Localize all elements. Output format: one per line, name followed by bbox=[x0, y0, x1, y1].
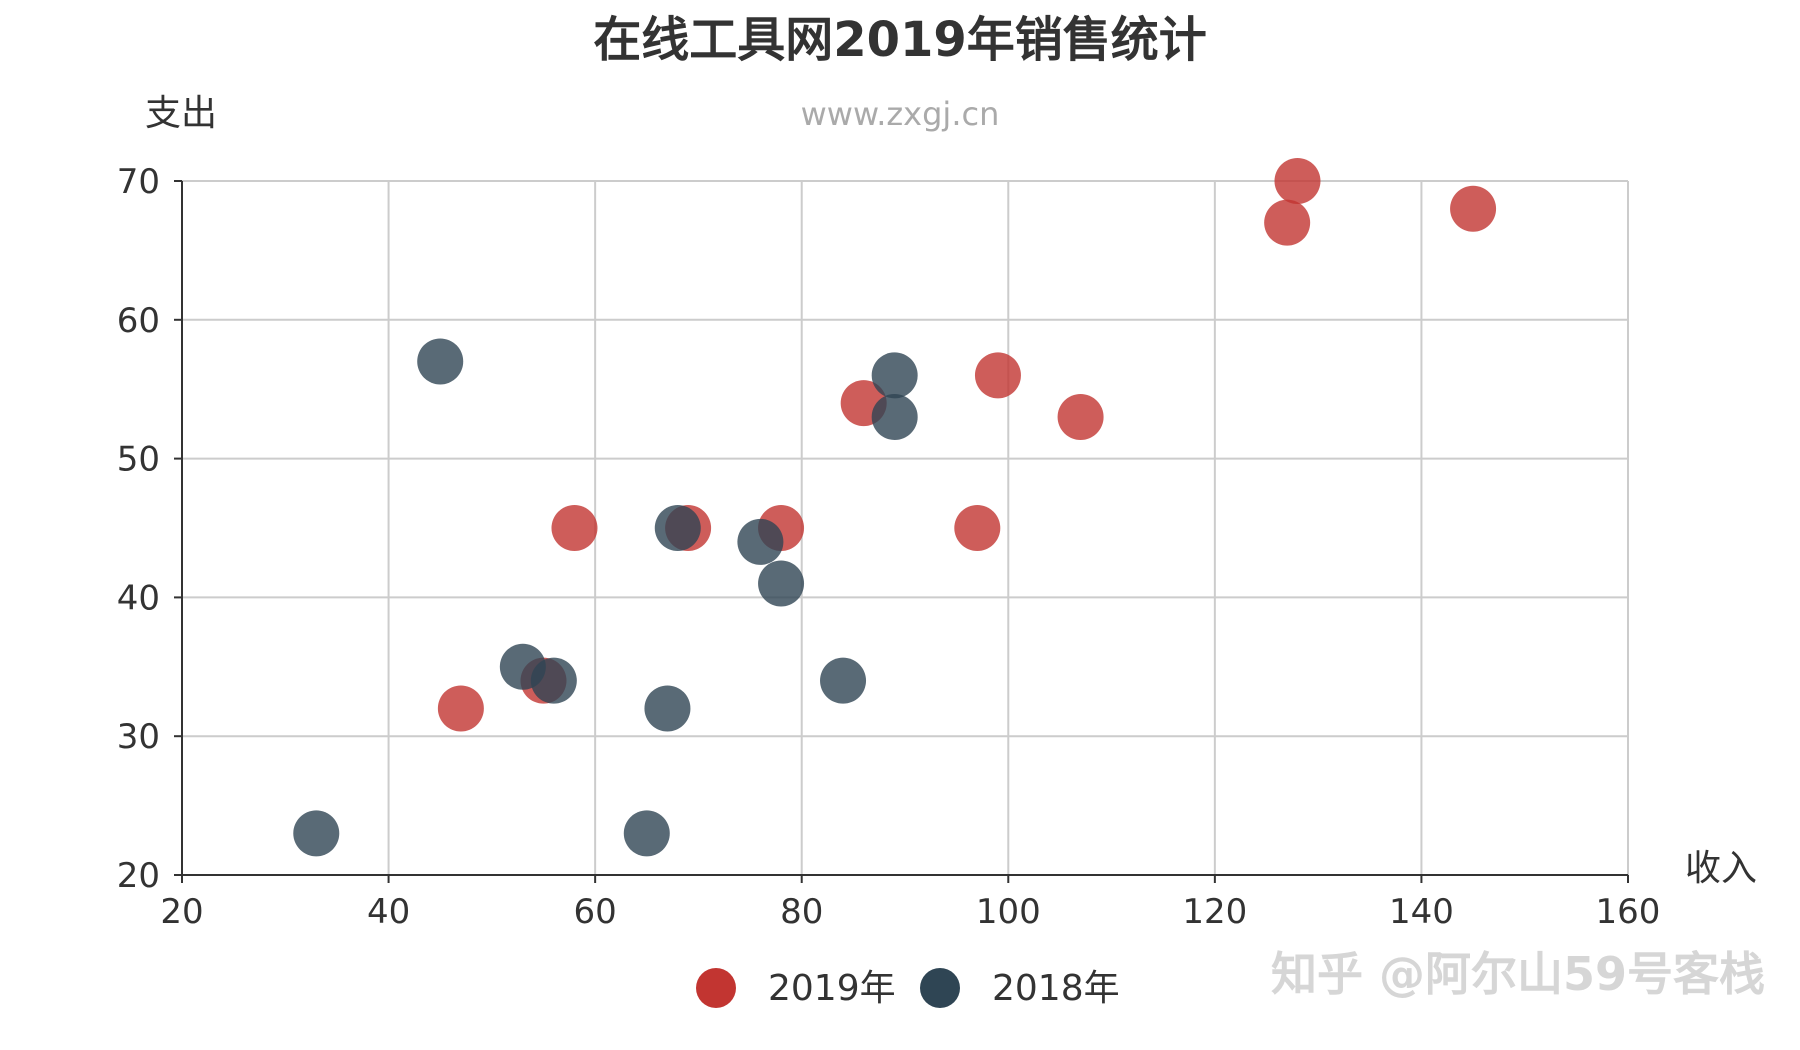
x-tick-label: 80 bbox=[780, 892, 823, 932]
legend: 2019年 2018年 bbox=[696, 968, 1120, 1009]
y-tick-label: 30 bbox=[117, 717, 160, 757]
point-2019 bbox=[1264, 199, 1311, 246]
point-2019 bbox=[1274, 158, 1321, 204]
point-2019 bbox=[437, 685, 484, 732]
point-2018 bbox=[623, 810, 670, 857]
point-2018 bbox=[293, 810, 340, 857]
point-2018 bbox=[644, 685, 691, 732]
axis-layer: 20 40 60 80 100 120 140 160 20 30 40 50 60 70 bbox=[117, 162, 1661, 932]
x-tick-label: 160 bbox=[1596, 892, 1661, 932]
x-tick-label: 120 bbox=[1182, 892, 1247, 932]
x-tick-label: 60 bbox=[574, 892, 617, 932]
y-tick-label: 40 bbox=[117, 578, 160, 618]
watermark-text: 知乎 @阿尔山59号客栈 bbox=[1271, 947, 1765, 1001]
x-axis-label: 收入 bbox=[1685, 848, 1757, 889]
legend-marker-2019 bbox=[696, 968, 736, 1008]
y-tick-label: 60 bbox=[117, 301, 160, 341]
x-tick-label: 40 bbox=[367, 892, 410, 932]
point-2018 bbox=[871, 393, 918, 440]
legend-item-2018[interactable]: 2018年 bbox=[920, 968, 1120, 1009]
points-layer bbox=[293, 158, 1497, 857]
grid-layer bbox=[182, 180, 1629, 875]
point-2018 bbox=[871, 352, 918, 399]
x-tick-label: 140 bbox=[1389, 892, 1454, 932]
point-2018 bbox=[530, 657, 577, 704]
y-axis-label: 支出 bbox=[145, 93, 217, 134]
point-2018 bbox=[758, 560, 805, 607]
y-tick-label: 70 bbox=[117, 162, 160, 202]
chart-subtitle: www.zxgj.cn bbox=[801, 95, 1000, 133]
legend-label-2019: 2019年 bbox=[768, 968, 896, 1009]
point-2019 bbox=[551, 505, 598, 551]
point-2019 bbox=[1450, 185, 1497, 232]
legend-marker-2018 bbox=[920, 968, 960, 1008]
point-2018 bbox=[820, 657, 867, 704]
point-2019 bbox=[974, 352, 1021, 399]
legend-label-2018: 2018年 bbox=[992, 968, 1120, 1009]
point-2018 bbox=[654, 505, 701, 551]
y-tick-label: 50 bbox=[117, 440, 160, 480]
point-2019 bbox=[1057, 393, 1104, 440]
point-2018 bbox=[737, 518, 784, 565]
y-tick-label: 20 bbox=[117, 856, 160, 896]
x-tick-label: 100 bbox=[976, 892, 1041, 932]
chart-title: 在线工具网2019年销售统计 bbox=[593, 12, 1207, 68]
legend-item-2019[interactable]: 2019年 bbox=[696, 968, 896, 1009]
point-2018 bbox=[417, 338, 464, 385]
point-2019 bbox=[954, 505, 1001, 551]
x-tick-label: 20 bbox=[160, 892, 203, 932]
